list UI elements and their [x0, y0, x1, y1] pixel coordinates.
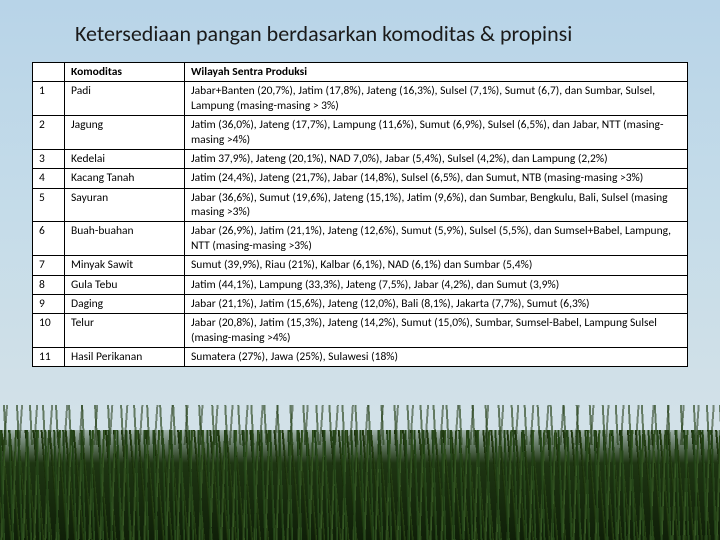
- cell-wilayah: Sumut (39,9%), Riau (21%), Kalbar (6,1%)…: [185, 256, 688, 275]
- cell-komoditas: Telur: [65, 314, 185, 348]
- table-row: 6Buah-buahanJabar (26,9%), Jatim (21,1%)…: [33, 222, 688, 256]
- cell-number: 11: [33, 348, 65, 367]
- cell-number: 1: [33, 82, 65, 116]
- cell-number: 10: [33, 314, 65, 348]
- col-wilayah: Wilayah Sentra Produksi: [185, 63, 688, 82]
- table-row: 4Kacang TanahJatim (24,4%), Jateng (21,7…: [33, 169, 688, 188]
- table-row: 9DagingJabar (21,1%), Jatim (15,6%), Jat…: [33, 294, 688, 313]
- cell-number: 9: [33, 294, 65, 313]
- cell-komoditas: Kacang Tanah: [65, 169, 185, 188]
- table-row: 1PadiJabar+Banten (20,7%), Jatim (17,8%)…: [33, 82, 688, 116]
- cell-wilayah: Jabar (20,8%), Jatim (15,3%), Jateng (14…: [185, 314, 688, 348]
- table-row: 2JagungJatim (36,0%), Jateng (17,7%), La…: [33, 116, 688, 150]
- grass-decoration: [0, 430, 720, 540]
- cell-wilayah: Jabar (36,6%), Sumut (19,6%), Jateng (15…: [185, 188, 688, 222]
- cell-komoditas: Daging: [65, 294, 185, 313]
- commodity-table: Komoditas Wilayah Sentra Produksi 1PadiJ…: [32, 62, 688, 367]
- col-komoditas: Komoditas: [65, 63, 185, 82]
- cell-wilayah: Sumatera (27%), Jawa (25%), Sulawesi (18…: [185, 348, 688, 367]
- cell-number: 5: [33, 188, 65, 222]
- page-title: Ketersediaan pangan berdasarkan komodita…: [75, 20, 572, 47]
- cell-komoditas: Minyak Sawit: [65, 256, 185, 275]
- table-row: 11Hasil PerikananSumatera (27%), Jawa (2…: [33, 348, 688, 367]
- cell-number: 3: [33, 149, 65, 168]
- cell-number: 7: [33, 256, 65, 275]
- cell-wilayah: Jatim 37,9%), Jateng (20,1%), NAD 7,0%),…: [185, 149, 688, 168]
- cell-wilayah: Jatim (44,1%), Lampung (33,3%), Jateng (…: [185, 275, 688, 294]
- cell-komoditas: Hasil Perikanan: [65, 348, 185, 367]
- cell-wilayah: Jabar+Banten (20,7%), Jatim (17,8%), Jat…: [185, 82, 688, 116]
- cell-komoditas: Buah-buahan: [65, 222, 185, 256]
- cell-number: 6: [33, 222, 65, 256]
- cell-number: 4: [33, 169, 65, 188]
- cell-wilayah: Jabar (21,1%), Jatim (15,6%), Jateng (12…: [185, 294, 688, 313]
- table-row: 7Minyak SawitSumut (39,9%), Riau (21%), …: [33, 256, 688, 275]
- cell-wilayah: Jatim (36,0%), Jateng (17,7%), Lampung (…: [185, 116, 688, 150]
- col-number-blank: [33, 63, 65, 82]
- cell-komoditas: Gula Tebu: [65, 275, 185, 294]
- cell-wilayah: Jatim (24,4%), Jateng (21,7%), Jabar (14…: [185, 169, 688, 188]
- cell-number: 8: [33, 275, 65, 294]
- table-row: 8Gula TebuJatim (44,1%), Lampung (33,3%)…: [33, 275, 688, 294]
- cell-komoditas: Padi: [65, 82, 185, 116]
- cell-komoditas: Kedelai: [65, 149, 185, 168]
- cell-wilayah: Jabar (26,9%), Jatim (21,1%), Jateng (12…: [185, 222, 688, 256]
- cell-komoditas: Jagung: [65, 116, 185, 150]
- table-row: 10TelurJabar (20,8%), Jatim (15,3%), Jat…: [33, 314, 688, 348]
- cell-komoditas: Sayuran: [65, 188, 185, 222]
- table-header-row: Komoditas Wilayah Sentra Produksi: [33, 63, 688, 82]
- cell-number: 2: [33, 116, 65, 150]
- commodity-table-container: Komoditas Wilayah Sentra Produksi 1PadiJ…: [32, 62, 688, 367]
- table-row: 3KedelaiJatim 37,9%), Jateng (20,1%), NA…: [33, 149, 688, 168]
- table-row: 5SayuranJabar (36,6%), Sumut (19,6%), Ja…: [33, 188, 688, 222]
